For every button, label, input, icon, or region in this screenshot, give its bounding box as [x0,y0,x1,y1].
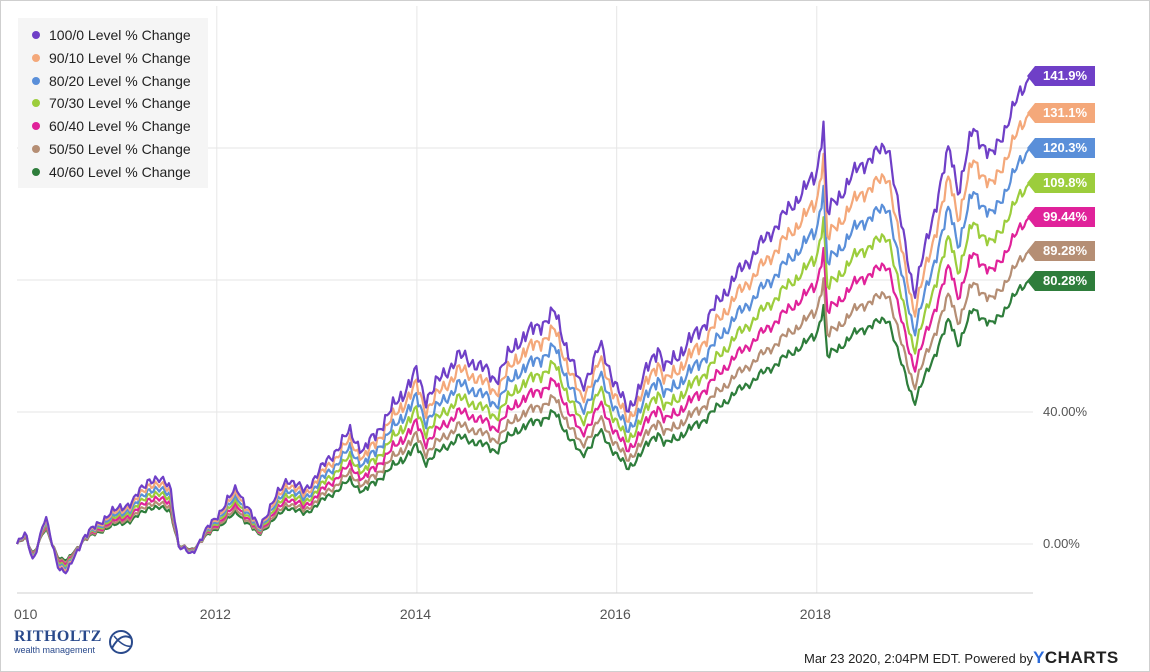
end-value-tag: 109.8% [1026,173,1096,193]
end-value-tag: 141.9% [1026,66,1096,86]
legend-swatch [32,31,40,39]
end-value-tag: 89.28% [1026,241,1096,261]
logo-subtitle: wealth management [14,645,96,655]
y-tick-label: 0.00% [1043,536,1080,551]
chart-series-lines [15,75,1031,575]
end-value-tag: 120.3% [1026,138,1096,158]
logo-name: RITHOLTZ [14,628,102,645]
legend-swatch [32,167,40,176]
logo-emblem-icon [108,630,133,654]
legend-item: 100/0 Level % Change [32,25,191,45]
legend-item: 40/60 Level % Change [32,162,191,182]
chart-legend: 100/0 Level % Change 90/10 Level % Change… [18,18,208,188]
x-tick-label: 2016 [599,606,631,622]
legend-item: 60/40 Level % Change [32,116,191,136]
legend-item: 80/20 Level % Change [32,71,191,91]
legend-label: 100/0 Level % Change [49,27,191,43]
legend-item: 70/30 Level % Change [32,93,191,113]
legend-swatch [32,122,40,131]
legend-swatch [32,99,40,108]
chart-footer: Mar 23 2020, 2:04PM EDT. Powered by YCHA… [804,648,1119,668]
end-value-tag: 131.1% [1026,103,1096,123]
legend-label: 40/60 Level % Change [49,163,191,180]
legend-label: 70/30 Level % Change [49,95,191,112]
ycharts-logo: YCHARTS [1033,648,1119,667]
legend-label: 90/10 Level % Change [49,49,191,66]
legend-swatch [32,76,40,85]
legend-item: 50/50 Level % Change [32,139,191,159]
legend-swatch [32,145,40,153]
x-tick-label: 2018 [799,606,831,622]
legend-label: 50/50 Level % Change [49,141,191,157]
end-value-tag: 99.44% [1026,207,1096,227]
x-tick-label: 010 [14,606,38,622]
series-line-40-60 [16,278,1031,562]
series-line-60-40 [16,215,1031,566]
legend-swatch [32,53,40,62]
legend-item: 90/10 Level % Change [32,48,191,68]
y-tick-label: 40.00% [1043,404,1088,419]
x-tick-label: 2012 [199,606,231,622]
footer-timestamp: Mar 23 2020, 2:04PM EDT. Powered by [804,651,1034,666]
end-value-tag: 80.28% [1026,271,1096,291]
ritholtz-logo: RITHOLTZ wealth management [14,628,136,656]
legend-label: 60/40 Level % Change [49,118,191,135]
series-line-100-0 [15,75,1031,575]
series-line-50-50 [16,248,1031,564]
legend-label: 80/20 Level % Change [49,72,191,89]
x-tick-label: 2014 [399,606,432,622]
